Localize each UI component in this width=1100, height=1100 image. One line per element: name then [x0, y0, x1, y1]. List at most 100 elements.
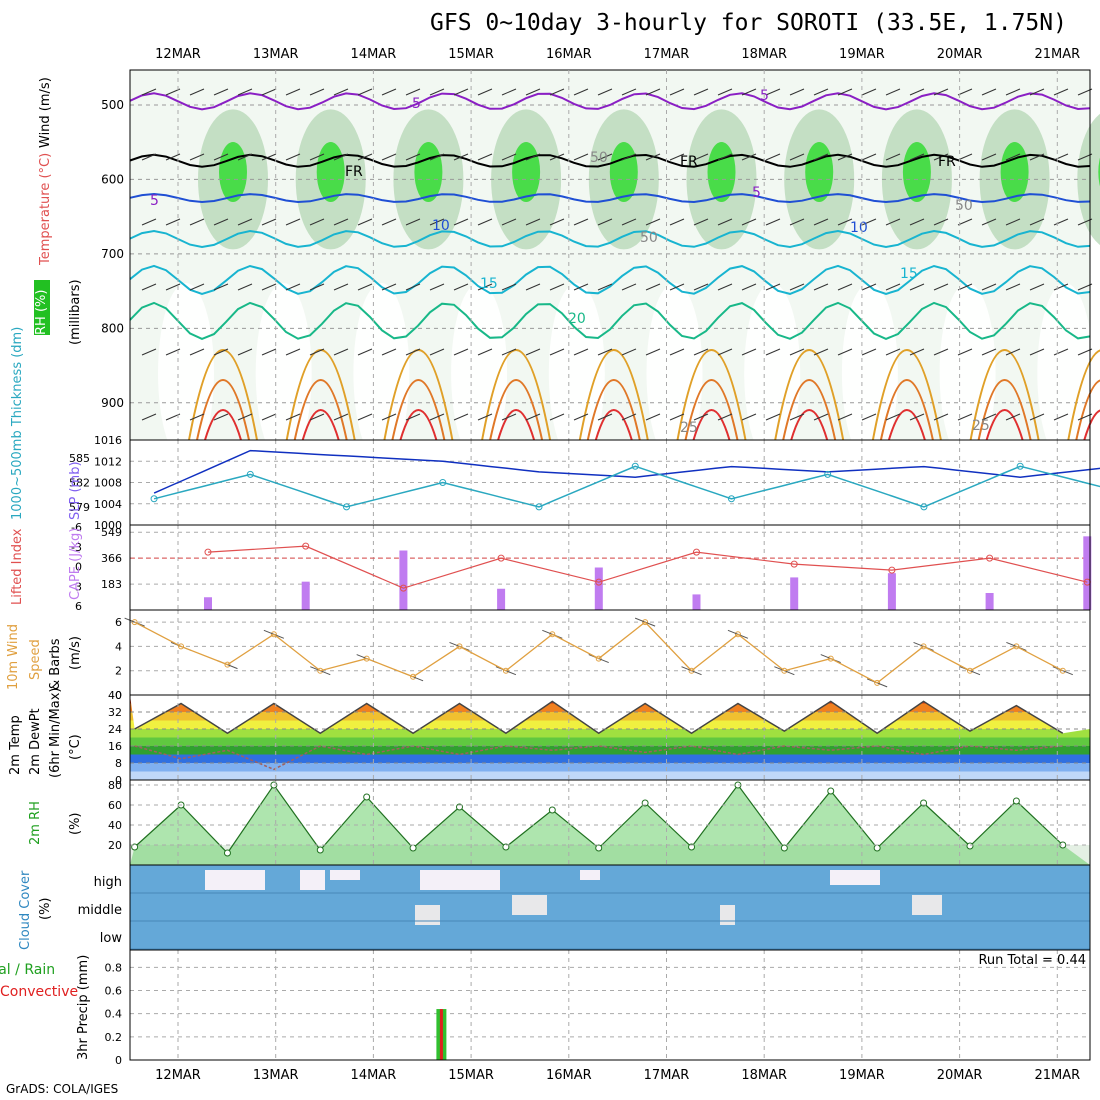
date-label-bottom: 14MAR — [350, 1068, 397, 1083]
wind-barb — [525, 218, 541, 226]
wind-barb — [669, 88, 685, 96]
date-label-top: 16MAR — [545, 47, 592, 62]
wind-barb — [213, 88, 229, 96]
rh-point — [595, 844, 603, 852]
wind-barb — [549, 218, 565, 226]
wind10-label2: Speed — [28, 639, 43, 680]
isotherm-5 — [129, 192, 1091, 204]
contour-label: FR — [938, 154, 956, 170]
cloud-high-cover — [580, 870, 600, 880]
wind-barb — [405, 88, 421, 96]
wind-point — [270, 631, 277, 638]
wind-barb — [669, 283, 685, 291]
isotherm-lobe — [293, 379, 348, 441]
wind-barb — [813, 283, 829, 291]
rh-tick: 40 — [108, 819, 122, 832]
wind-barb — [1005, 413, 1021, 421]
isotherm-lobe — [879, 379, 934, 441]
wind-barb — [597, 88, 613, 96]
wind-barb — [957, 88, 973, 96]
thickness-point — [824, 470, 832, 478]
precip-axis-label: 3hr Precip (mm) — [76, 954, 91, 1060]
wind-barb — [141, 283, 157, 291]
wind-point — [1013, 643, 1020, 650]
wind-barb — [477, 283, 493, 291]
wind-barb — [357, 88, 373, 96]
wind-barb — [693, 218, 709, 226]
wind-barb — [741, 348, 757, 356]
cloud-mid-cover — [912, 895, 942, 915]
wind-barb — [837, 348, 853, 356]
wind-barb — [1029, 413, 1045, 421]
cape-bar — [692, 594, 701, 610]
rh-axis-label: RH (%) — [34, 289, 49, 335]
wind-barb — [645, 218, 661, 226]
wind-barb — [357, 218, 373, 226]
wind-point — [920, 643, 927, 650]
wind-barb — [765, 283, 781, 291]
wind-barb — [381, 153, 397, 161]
wind-barb — [285, 283, 301, 291]
date-label-top: 15MAR — [448, 47, 494, 62]
wind-barb — [189, 283, 205, 291]
wind-point — [734, 631, 741, 638]
wind-barb — [357, 283, 373, 291]
precip-frame — [129, 949, 1091, 1061]
wind-barb — [261, 413, 277, 421]
wind-barb — [189, 413, 205, 421]
wind-barb — [141, 348, 157, 356]
wind-barb — [597, 348, 613, 356]
wind-barb — [405, 283, 421, 291]
wind-barb — [477, 88, 493, 96]
wind-barb — [1029, 88, 1045, 96]
wind-barb — [861, 283, 877, 291]
wind-barb — [477, 218, 493, 226]
wind-barb — [837, 88, 853, 96]
wind-barb — [789, 88, 805, 96]
rh-contour-blob — [1077, 113, 1100, 245]
wind-barb — [429, 283, 445, 291]
contour-label: 20 — [568, 311, 586, 327]
rh2m-label1: 2m RH — [28, 801, 43, 845]
wind-barb — [621, 218, 637, 226]
credit-label: GrADS: COLA/IGES — [6, 1082, 119, 1096]
temp-color-band — [130, 737, 1090, 746]
precip-tick: 0.8 — [105, 961, 123, 974]
wind-point — [131, 619, 138, 626]
contour-label: 5 — [412, 96, 421, 112]
wind-barb — [669, 153, 685, 161]
wind-barb — [645, 88, 661, 96]
wind-barb — [381, 283, 397, 291]
wind10-label4: (m/s) — [68, 636, 83, 670]
wind-barb — [741, 283, 757, 291]
date-label-bottom: 17MAR — [643, 1068, 690, 1083]
cloud-background — [130, 865, 1090, 950]
wind-barb — [765, 88, 781, 96]
thickness-point — [1016, 462, 1024, 470]
wind-barb — [453, 88, 469, 96]
temp-color-band — [130, 754, 1090, 763]
isotherm-lobe — [497, 409, 536, 441]
thickness-point — [920, 503, 928, 511]
wind-barb — [549, 88, 565, 96]
wind-axis-label: Wind (m/s) — [38, 77, 53, 148]
wind-barb — [813, 153, 829, 161]
wind-barb — [693, 348, 709, 356]
slp-tick: 1016 — [94, 434, 122, 447]
contour-label: FR — [680, 154, 698, 170]
wind-barb — [333, 218, 349, 226]
contour-label: 5 — [752, 185, 761, 201]
isotherm-lobe — [774, 349, 845, 441]
wind-barb — [213, 348, 229, 356]
precip-tick: 0.2 — [105, 1031, 123, 1044]
contour-label: 15 — [900, 266, 918, 282]
wind-barb — [405, 153, 421, 161]
date-label-bottom: 13MAR — [252, 1068, 299, 1083]
wind-barb — [861, 88, 877, 96]
cloud-label2: (%) — [38, 897, 53, 921]
wind-barb — [789, 348, 805, 356]
isotherm-10 — [129, 229, 1091, 249]
cloud-high-cover — [420, 870, 500, 890]
li-line — [207, 545, 1088, 589]
isotherm-lobe — [204, 409, 242, 441]
